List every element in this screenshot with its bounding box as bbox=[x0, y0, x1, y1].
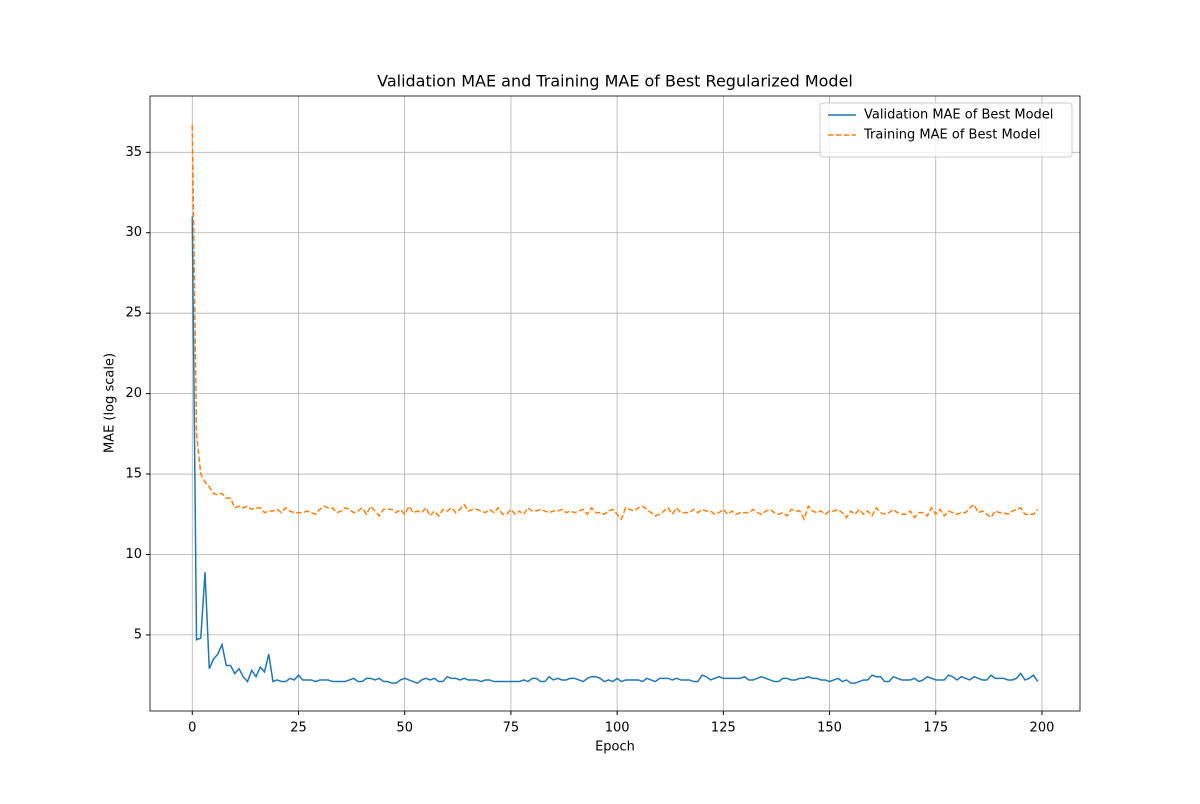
data-line bbox=[191, 124, 1039, 521]
x-tick-label: 175 bbox=[923, 721, 948, 736]
x-tick-label: 150 bbox=[817, 721, 842, 736]
y-tick-label: 20 bbox=[125, 386, 142, 401]
x-tick-label: 0 bbox=[188, 721, 196, 736]
x-tick-label: 75 bbox=[503, 721, 520, 736]
y-axis-label: MAE (log scale) bbox=[103, 353, 118, 453]
plot-frame bbox=[149, 95, 1081, 712]
x-tick-label: 25 bbox=[290, 721, 307, 736]
x-tick-label: 125 bbox=[711, 721, 736, 736]
legend-label: Training MAE of Best Model bbox=[863, 128, 1041, 143]
y-tick-label: 35 bbox=[125, 145, 142, 160]
legend-box bbox=[819, 102, 1073, 158]
x-tick-label: 50 bbox=[396, 721, 413, 736]
x-tick-label: 200 bbox=[1030, 721, 1055, 736]
chart-title: Validation MAE and Training MAE of Best … bbox=[377, 72, 853, 91]
y-tick-label: 15 bbox=[125, 467, 142, 482]
x-axis-label: Epoch bbox=[595, 740, 635, 755]
y-tick-label: 30 bbox=[125, 225, 142, 240]
data-line bbox=[191, 216, 1039, 685]
legend-label: Validation MAE of Best Model bbox=[864, 108, 1053, 123]
y-tick-label: 5 bbox=[134, 627, 142, 642]
y-tick-label: 10 bbox=[125, 547, 142, 562]
y-tick-label: 25 bbox=[125, 306, 142, 321]
x-tick-label: 100 bbox=[605, 721, 630, 736]
